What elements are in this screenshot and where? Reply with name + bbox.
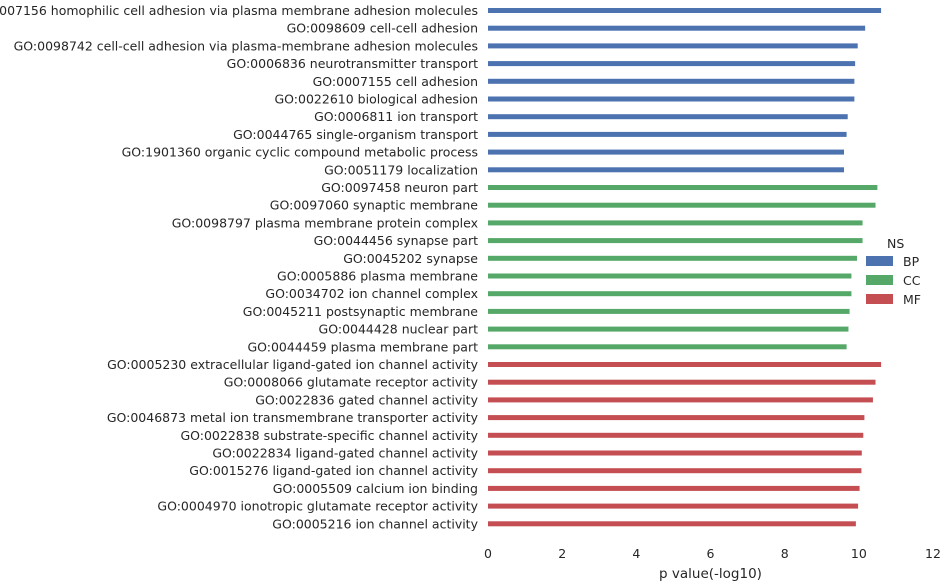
category-label: GO:0051179 localization	[324, 162, 478, 177]
bar	[488, 291, 852, 297]
x-tick-label: 10	[851, 546, 867, 561]
bar	[488, 61, 856, 67]
bar	[488, 220, 863, 226]
bar	[488, 149, 844, 155]
x-tick-label: 4	[632, 546, 640, 561]
bar	[488, 25, 866, 31]
category-label: GO:0097060 synaptic membrane	[270, 198, 479, 213]
category-label: GO:0006836 neurotransmitter transport	[227, 56, 478, 71]
legend-entry-label: MF	[903, 292, 921, 307]
bar	[488, 450, 862, 456]
category-label: GO:0007156 homophilic cell adhesion via …	[0, 3, 478, 18]
legend: NS BP CC MF	[866, 236, 921, 307]
legend-entry-label: BP	[903, 254, 920, 269]
category-label: GO:0008066 glutamate receptor activity	[224, 375, 479, 390]
bar	[488, 468, 862, 474]
bar	[488, 114, 848, 120]
category-label: GO:0097458 neuron part	[321, 180, 478, 195]
bar	[488, 255, 857, 261]
bar	[488, 96, 855, 102]
x-axis-label: p value(-log10)	[659, 566, 762, 582]
category-label: GO:0098797 plasma membrane protein compl…	[172, 215, 478, 230]
legend-swatch	[866, 275, 893, 285]
category-label: GO:0022610 biological adhesion	[275, 92, 479, 107]
bar	[488, 8, 882, 13]
category-labels: GO:0007156 homophilic cell adhesion via …	[0, 3, 479, 531]
category-label: GO:0006811 ion transport	[314, 109, 478, 124]
category-label: GO:0005230 extracellular ligand-gated io…	[107, 357, 479, 372]
category-label: GO:0044456 synapse part	[314, 233, 478, 248]
category-label: GO:0022836 gated channel activity	[255, 392, 478, 407]
legend-title: NS	[887, 236, 904, 251]
legend-swatch	[866, 256, 893, 266]
bar	[488, 432, 864, 438]
bar	[488, 379, 876, 385]
category-label: GO:0004970 ionotropic glutamate receptor…	[157, 499, 478, 514]
bar	[488, 521, 856, 527]
category-label: GO:0022838 substrate-specific channel ac…	[180, 428, 478, 443]
x-tick-label: 0	[484, 546, 492, 561]
x-tick-label: 8	[781, 546, 789, 561]
bar	[488, 167, 844, 173]
bar	[488, 185, 878, 190]
category-label: GO:0046873 metal ion transmembrane trans…	[107, 410, 479, 425]
x-tick-label: 6	[707, 546, 715, 561]
bar	[488, 415, 865, 421]
bars-layer	[488, 8, 882, 527]
bar	[488, 238, 863, 244]
x-axis: 0 2 4 6 8 10 12	[484, 546, 941, 561]
x-tick-label: 2	[558, 546, 566, 561]
category-label: GO:0015276 ligand-gated ion channel acti…	[189, 463, 478, 478]
category-label: GO:0005886 plasma membrane	[277, 269, 478, 284]
category-label: GO:0005509 calcium ion binding	[273, 481, 478, 496]
category-label: GO:1901360 organic cyclic compound metab…	[122, 145, 478, 160]
legend-entry-label: CC	[903, 273, 921, 288]
category-label: GO:0044428 nuclear part	[319, 322, 479, 337]
bar	[488, 326, 849, 332]
category-label: GO:0007155 cell adhesion	[313, 74, 478, 89]
bar	[488, 308, 850, 314]
category-label: GO:0098609 cell-cell adhesion	[287, 21, 478, 36]
bar	[488, 78, 855, 84]
category-label: GO:0005216 ion channel activity	[272, 516, 478, 531]
bar	[488, 202, 876, 208]
category-label: GO:0022834 ligand-gated channel activity	[212, 446, 478, 461]
category-label: GO:0044459 plasma membrane part	[247, 339, 478, 354]
bar	[488, 397, 873, 403]
category-label: GO:0044765 single-organism transport	[233, 127, 478, 142]
bar	[488, 485, 860, 491]
category-label: GO:0034702 ion channel complex	[265, 286, 478, 301]
x-tick-label: 12	[925, 546, 941, 561]
bar	[488, 43, 858, 49]
category-label: GO:0045202 synapse	[343, 251, 478, 266]
legend-swatch	[866, 294, 893, 304]
bar	[488, 131, 847, 137]
category-label: GO:0045211 postsynaptic membrane	[243, 304, 479, 319]
bar	[488, 503, 859, 509]
category-label: GO:0098742 cell-cell adhesion via plasma…	[14, 38, 478, 53]
bar	[488, 273, 852, 279]
bar	[488, 344, 847, 350]
bar	[488, 362, 882, 367]
